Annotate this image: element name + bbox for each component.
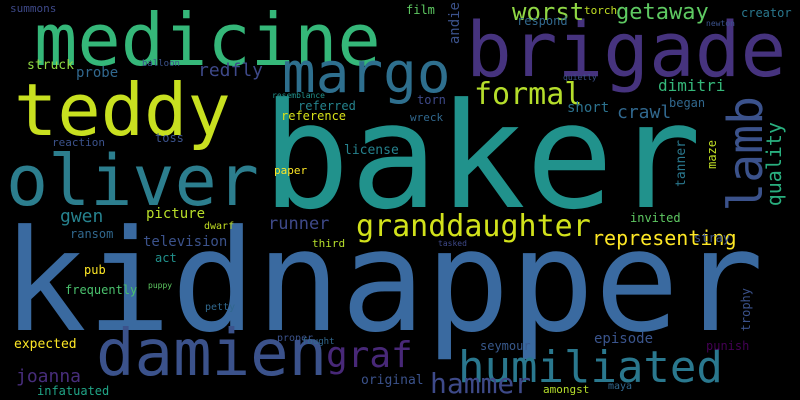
word-probe: probe [76,65,119,81]
word-quality: quality [762,122,786,207]
word-reaction: reaction [52,136,105,149]
word-oliver: oliver [6,140,259,222]
word-stray: stray [694,231,731,245]
word-pub: pub [84,263,106,277]
word-graf: graf [326,335,413,376]
word-runner: runner [268,214,330,234]
word-toss: toss [155,131,184,145]
word-quietly: quietly [563,73,597,82]
word-crawl: crawl [617,102,672,123]
word-torn: torn [417,93,446,107]
word-proper: proper [277,333,314,344]
word-seymour: seymour [480,339,531,353]
word-expected: expected [14,337,77,352]
word-maze: maze [705,140,719,169]
word-creator: creator [741,6,792,20]
word-fought: fought [302,337,335,347]
word-redfly: redfly [198,60,264,81]
word-newton: newton [706,19,735,28]
word-television: television [143,234,228,250]
word-puppy: puppy [148,281,173,290]
word-worst: worst [512,0,585,26]
word-dimitri: dimitri [658,76,726,95]
word-baker: baker [262,72,702,242]
word-balloon: balloon [142,59,180,69]
word-resemblance: resemblance [272,91,325,100]
word-frequently: frequently [65,283,138,297]
word-trophy: trophy [739,288,753,332]
word-joanna: joanna [16,366,82,387]
word-film: film [406,3,435,17]
word-formal: formal [474,77,583,112]
word-infatuated: infatuated [37,384,110,398]
word-teddy: teddy [14,68,231,152]
word-petty: petty [205,302,236,313]
word-invited: invited [630,211,681,225]
word-struck: struck [27,58,74,73]
word-andie: andie [447,2,463,45]
word-began: began [669,96,706,110]
word-margo: margo [282,41,451,106]
word-license: license [344,143,399,158]
word-medicine: medicine [34,0,381,82]
word-representing: representing [592,226,737,250]
word-getaway: getaway [616,0,709,25]
word-torch: torch [584,4,618,17]
word-maya: maya [608,381,633,392]
word-tasked: tasked [438,239,467,248]
word-brigade: brigade [466,5,787,94]
word-respond: respond [517,14,568,28]
word-picture: picture [146,206,206,222]
word-hammer: hammer [430,367,532,400]
word-tanner: tanner [674,140,689,187]
word-episode: episode [594,331,654,347]
word-summons: summons [10,2,57,15]
word-humiliated: humiliated [458,342,723,393]
word-paper: paper [274,164,308,177]
word-damien: damien [96,317,328,391]
word-granddaughter: granddaughter [356,209,591,244]
word-third: third [312,237,346,250]
word-act: act [155,251,177,265]
word-reference: reference [281,109,347,123]
word-kidnapper: kidnapper [2,200,764,364]
word-gwen: gwen [60,206,104,227]
word-referred: referred [298,99,356,113]
word-punish: punish [706,339,750,353]
word-short: short [567,100,610,116]
word-dwarf: dwarf [204,221,235,232]
word-ransom: ransom [70,227,114,241]
word-wreck: wreck [410,111,444,124]
word-original: original [361,373,424,388]
word-amongst: amongst [543,383,590,396]
